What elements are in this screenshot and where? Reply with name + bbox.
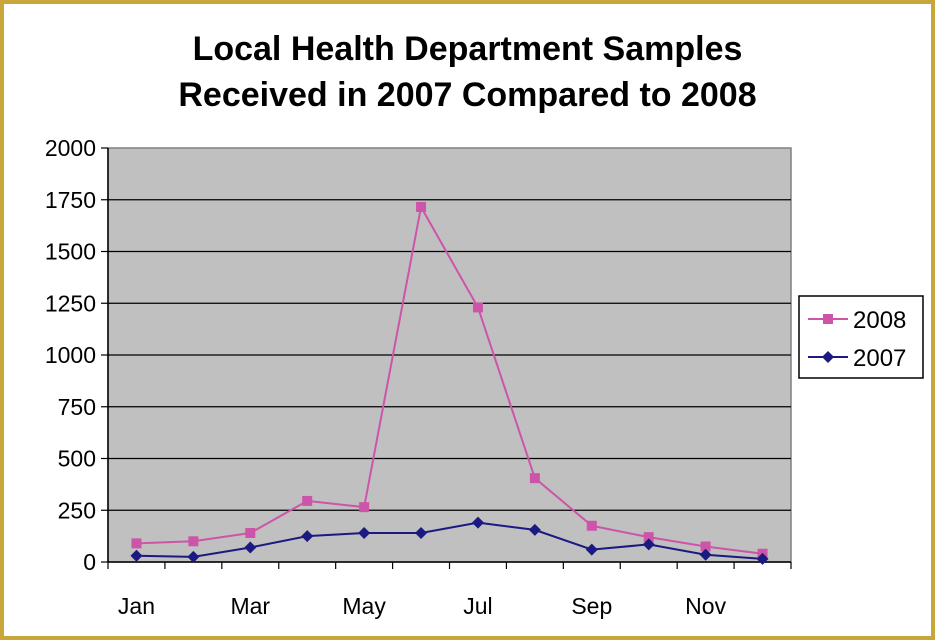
x-tick-label: May	[342, 593, 386, 619]
gridlines	[108, 199, 791, 511]
data-point-2007-Oct	[642, 538, 655, 551]
data-point-2007-Jan	[130, 549, 143, 562]
data-point-2007-Mar	[244, 541, 257, 554]
x-tick-label: Jul	[463, 593, 492, 619]
chart-title-line-1: Local Health Department Samples	[192, 30, 743, 68]
x-tick-label: Sep	[571, 593, 612, 619]
legend-marker-2007	[822, 351, 834, 363]
y-tick-label: 1000	[45, 342, 96, 368]
legend-label-2007: 2007	[853, 345, 906, 372]
chart-title-line-2: Received in 2007 Compared to 2008	[178, 76, 757, 114]
data-point-2007-May	[358, 527, 371, 540]
series-line-2007	[136, 521, 763, 560]
data-point-2008-Nov	[700, 541, 711, 552]
y-axis-ticks: 0 250 500 750 1000 1250 1500 1750 2000	[45, 135, 791, 575]
chart-title: Local Health Department Samples Received…	[0, 26, 935, 118]
data-point-2008-Jul	[472, 302, 483, 313]
legend-label-2008: 2008	[853, 307, 906, 334]
data-point-2007-Feb	[187, 550, 200, 563]
data-point-2008-Aug	[529, 473, 540, 484]
data-point-2008-Feb	[188, 536, 199, 547]
data-point-2008-Mar	[245, 528, 256, 539]
y-tick-label: 750	[58, 394, 96, 420]
data-point-2008-Oct	[643, 532, 654, 543]
data-point-2007-Jul	[471, 516, 484, 529]
y-tick-label: 1500	[45, 239, 96, 265]
x-tick-label: Mar	[230, 593, 270, 619]
x-axis-ticks: Jan Mar May Jul Sep Nov	[107, 562, 792, 619]
y-tick-label: 500	[58, 446, 96, 472]
data-point-2008-Sep	[586, 520, 597, 531]
data-point-2007-Jun	[415, 527, 428, 540]
x-tick-label: Nov	[685, 593, 726, 619]
legend-box	[798, 295, 924, 379]
legend-marker-2008	[823, 314, 833, 324]
data-point-2007-Aug	[528, 523, 541, 536]
y-tick-label: 1750	[45, 187, 96, 213]
data-point-2007-Sep	[585, 543, 598, 556]
data-point-2007-Dec	[756, 552, 769, 565]
series-group	[130, 201, 769, 565]
legend: 2008 2007	[798, 295, 924, 379]
data-point-2008-Apr	[302, 495, 313, 506]
data-point-2007-Apr	[301, 530, 314, 543]
data-point-2008-Jun	[416, 201, 427, 212]
y-tick-label: 250	[58, 497, 96, 523]
y-tick-label: 1250	[45, 290, 96, 316]
x-tick-label: Jan	[118, 593, 155, 619]
series-2008	[131, 201, 768, 559]
series-line-2008	[136, 204, 763, 555]
data-point-2007-Nov	[699, 548, 712, 561]
data-point-2008-May	[359, 502, 370, 513]
series-2007	[130, 516, 769, 565]
y-tick-label: 2000	[45, 135, 96, 161]
data-point-2008-Jan	[131, 538, 142, 549]
y-tick-label: 0	[83, 549, 96, 575]
